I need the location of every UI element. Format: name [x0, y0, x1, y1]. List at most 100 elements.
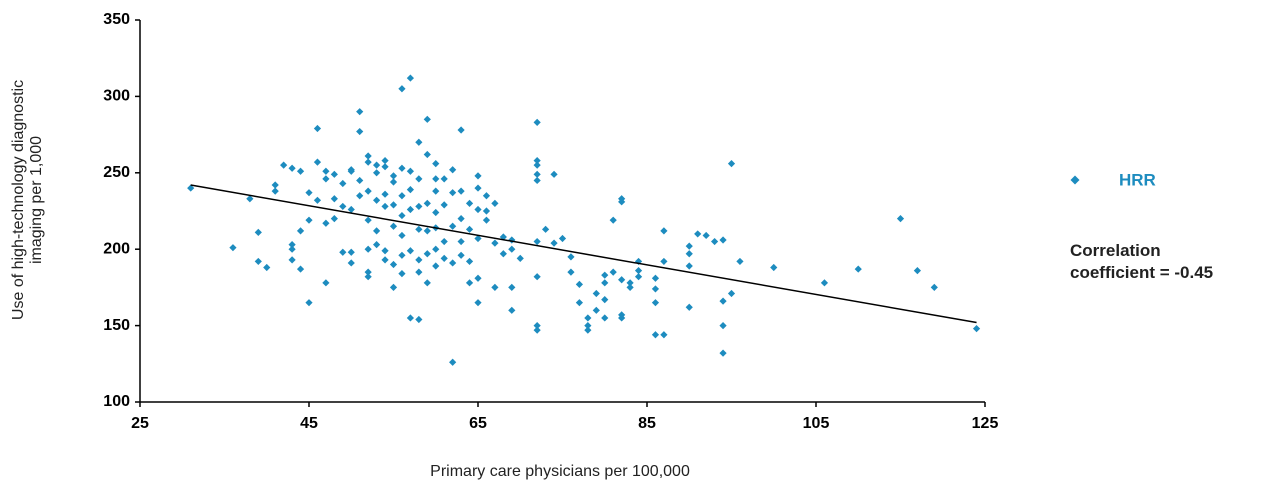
- point: [347, 248, 355, 256]
- point: [533, 237, 541, 246]
- point: [930, 283, 938, 291]
- point: [330, 195, 338, 203]
- y-tick-label: 200: [103, 240, 130, 257]
- point: [542, 225, 550, 233]
- point: [972, 325, 981, 333]
- point: [533, 156, 541, 165]
- point: [533, 170, 541, 178]
- point: [567, 268, 575, 276]
- point: [465, 257, 474, 266]
- point: [457, 215, 465, 223]
- point: [618, 198, 626, 206]
- point: [398, 192, 406, 200]
- point: [685, 250, 693, 258]
- point: [499, 233, 507, 241]
- point: [288, 256, 296, 264]
- x-tick-label: 85: [638, 415, 656, 432]
- point: [592, 306, 600, 314]
- point: [719, 349, 727, 357]
- point: [432, 160, 440, 168]
- point: [609, 268, 617, 276]
- point: [423, 279, 431, 287]
- point: [449, 222, 457, 230]
- point: [288, 241, 296, 249]
- point: [474, 274, 482, 282]
- point: [601, 279, 609, 287]
- point: [457, 251, 465, 259]
- point: [533, 273, 541, 281]
- point: [356, 108, 364, 116]
- point: [373, 161, 381, 169]
- point: [322, 219, 330, 227]
- point: [364, 158, 372, 166]
- point: [465, 199, 474, 207]
- point: [296, 167, 305, 175]
- point: [651, 299, 660, 307]
- point: [415, 138, 423, 146]
- point: [634, 266, 643, 275]
- point: [550, 239, 558, 247]
- x-tick-label: 65: [469, 415, 487, 432]
- point: [449, 358, 457, 366]
- point: [423, 150, 431, 159]
- point: [727, 160, 736, 168]
- point: [356, 127, 364, 136]
- point: [601, 271, 609, 279]
- point: [601, 314, 609, 322]
- legend-marker: [1070, 175, 1080, 185]
- x-tick-label: 125: [972, 415, 999, 432]
- point: [516, 254, 524, 262]
- point: [364, 152, 372, 160]
- point: [296, 265, 305, 273]
- point: [651, 331, 660, 339]
- point: [254, 228, 262, 236]
- point: [618, 276, 626, 284]
- point: [305, 216, 313, 224]
- point: [440, 254, 448, 262]
- point: [373, 227, 381, 235]
- point: [457, 237, 465, 246]
- point: [432, 208, 440, 217]
- point: [449, 259, 457, 267]
- point: [313, 158, 322, 166]
- point: [719, 236, 727, 244]
- point: [854, 265, 862, 273]
- point: [423, 115, 431, 123]
- point: [457, 126, 465, 134]
- point: [440, 201, 448, 209]
- point: [381, 202, 389, 211]
- point: [389, 172, 398, 180]
- y-axis-title: Use of high-technology diagnostic imagin…: [10, 79, 45, 321]
- point: [381, 163, 389, 171]
- point: [626, 283, 634, 291]
- point: [533, 176, 541, 185]
- point: [491, 199, 499, 207]
- point: [288, 164, 296, 172]
- point: [263, 263, 271, 272]
- point: [727, 289, 736, 298]
- point: [457, 187, 465, 195]
- point: [432, 262, 440, 270]
- y-tick-label: 350: [103, 11, 130, 28]
- point: [770, 263, 778, 272]
- point: [406, 167, 414, 175]
- point: [533, 326, 541, 334]
- point: [364, 187, 372, 195]
- point: [584, 322, 592, 330]
- x-tick-label: 105: [803, 415, 830, 432]
- point: [719, 297, 727, 305]
- point: [651, 285, 660, 293]
- point: [398, 85, 406, 93]
- point: [626, 279, 634, 287]
- point: [474, 172, 482, 180]
- point: [415, 202, 423, 211]
- point: [313, 196, 322, 204]
- point: [474, 299, 482, 307]
- point: [482, 216, 491, 224]
- point: [449, 189, 457, 197]
- point: [415, 175, 423, 183]
- point: [660, 227, 668, 235]
- point: [592, 289, 600, 298]
